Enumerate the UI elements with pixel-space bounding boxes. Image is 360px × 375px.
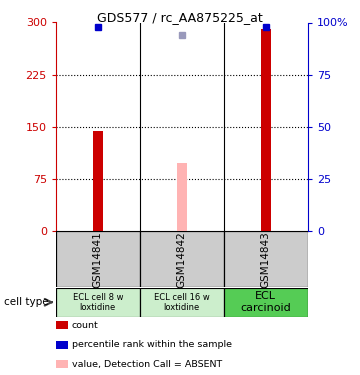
Text: GSM14842: GSM14842	[177, 231, 187, 288]
Text: ECL
carcinoid: ECL carcinoid	[240, 291, 291, 313]
Bar	[56, 288, 140, 317]
Bar	[140, 231, 224, 287]
Bar	[93, 131, 103, 231]
Bar	[177, 163, 187, 231]
Bar	[261, 30, 271, 231]
Bar	[224, 231, 308, 287]
Bar	[56, 231, 140, 287]
Text: percentile rank within the sample: percentile rank within the sample	[72, 340, 232, 349]
Text: ECL cell 8 w
loxtidine: ECL cell 8 w loxtidine	[73, 292, 123, 312]
Bar	[140, 288, 224, 317]
Text: GSM14841: GSM14841	[93, 231, 103, 288]
Bar	[224, 288, 308, 317]
Text: ECL cell 16 w
loxtidine: ECL cell 16 w loxtidine	[154, 292, 210, 312]
Text: cell type: cell type	[4, 297, 48, 307]
Text: count: count	[72, 321, 99, 330]
Text: GDS577 / rc_AA875225_at: GDS577 / rc_AA875225_at	[97, 11, 263, 24]
Text: value, Detection Call = ABSENT: value, Detection Call = ABSENT	[72, 360, 222, 369]
Text: GSM14843: GSM14843	[261, 231, 271, 288]
